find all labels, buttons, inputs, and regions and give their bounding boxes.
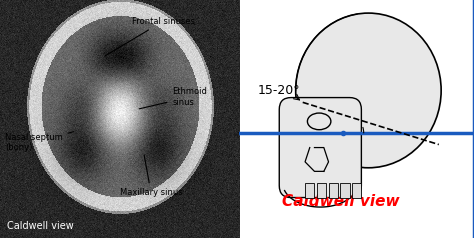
Bar [317, 183, 326, 198]
Text: Caldwell view: Caldwell view [7, 221, 74, 231]
Text: Ethmoid
sinus: Ethmoid sinus [139, 87, 207, 109]
Text: Maxillary sinus: Maxillary sinus [119, 155, 182, 197]
Text: Caldwell view: Caldwell view [282, 194, 399, 209]
Bar [305, 183, 314, 198]
Bar [328, 183, 338, 198]
Text: 15-20°: 15-20° [258, 84, 301, 97]
Ellipse shape [296, 13, 441, 168]
Bar [352, 183, 361, 198]
Text: Nasal septum
(bony): Nasal septum (bony) [5, 132, 74, 152]
FancyBboxPatch shape [279, 98, 361, 198]
Bar [340, 183, 350, 198]
Text: Frontal sinuses: Frontal sinuses [105, 17, 195, 56]
